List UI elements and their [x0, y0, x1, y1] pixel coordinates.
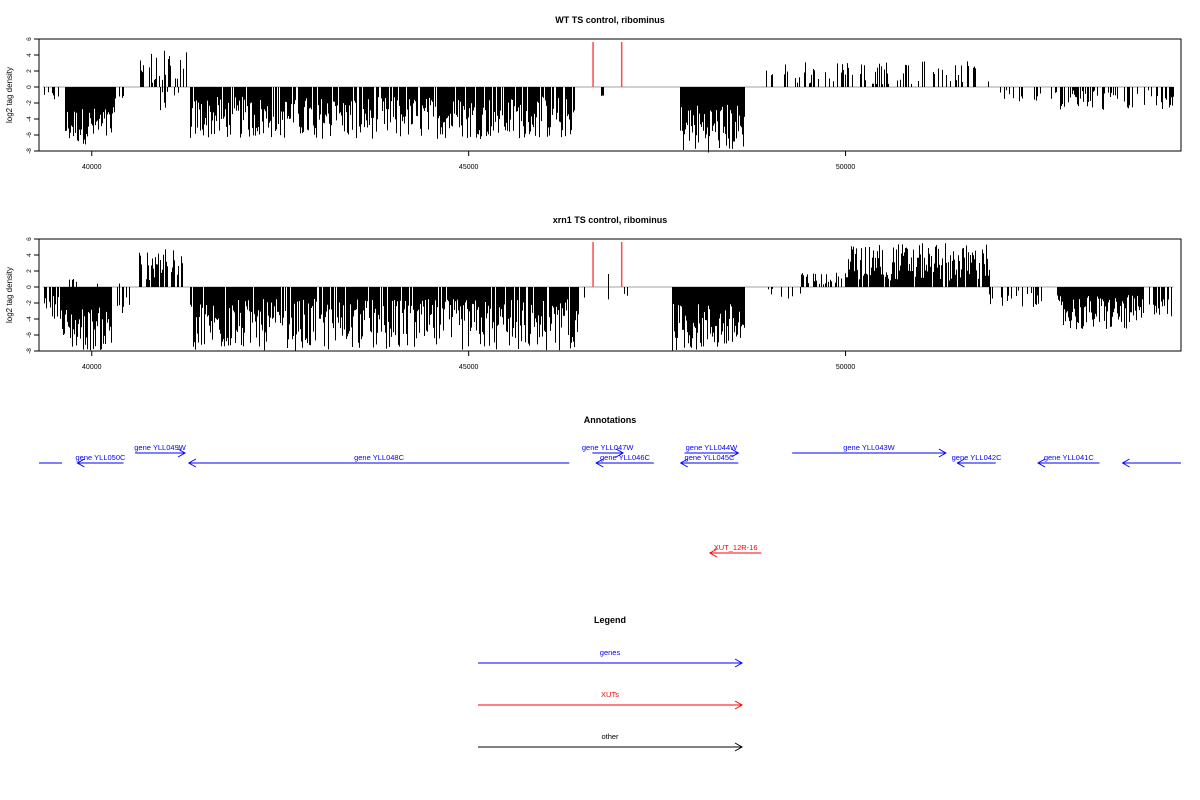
- annotation-gene-yll048c: gene YLL048C: [187, 453, 570, 468]
- xrn1-y-tick-label: -2: [26, 300, 33, 306]
- annotation-features: gene YLL050C gene YLL049W gene YLL048C gene…: [39, 443, 1181, 558]
- legend-arrowhead: [734, 658, 744, 668]
- legend-arrowhead: [734, 742, 744, 752]
- legend-entry-genes: genes: [478, 648, 744, 668]
- xrn1-bars: [44, 243, 1172, 351]
- legend-title: Legend: [594, 615, 626, 625]
- xrn1-y-axis: -8 -6 -4 -2 0 2 4 6: [26, 237, 39, 354]
- xrn1-plot-layer: -8 -6 -4 -2 0 2 4 6 40000 45000 50000: [26, 237, 1182, 371]
- annotation-gene-yll043w: gene YLL043W: [792, 443, 947, 458]
- wt-x-axis: 40000 45000 50000: [82, 151, 855, 171]
- wt-plot-layer: -8 -6 -4 -2 0 2 4 6 40000 45000 50000: [26, 37, 1182, 171]
- legend-label: XUTs: [601, 690, 619, 699]
- legend-label: genes: [600, 648, 621, 657]
- annotation-arrowhead: [708, 548, 718, 558]
- xrn1-y-tick-label: -8: [26, 348, 33, 354]
- xrn1-x-tick-label: 45000: [459, 364, 479, 371]
- annotation-arrowhead: [615, 448, 625, 458]
- annotation-gene-yll044w: gene YLL044W: [684, 443, 740, 458]
- wt-panel-title: WT TS control, ribominus: [555, 15, 665, 25]
- wt-plot-frame: [38, 38, 1182, 152]
- wt-y-tick-label: 6: [26, 37, 33, 41]
- legend-entry-xuts: XUTs: [478, 690, 744, 710]
- annotation-arrowhead: [1037, 458, 1046, 468]
- xrn1-y-tick-label: 6: [26, 237, 33, 241]
- xrn1-density-panel: xrn1 TS control, ribominus log2 tag dens…: [5, 215, 1182, 371]
- legend-label: other: [601, 732, 619, 741]
- annotation-label: XUT_12R-16: [714, 543, 758, 552]
- wt-x-tick-label: 40000: [82, 164, 102, 171]
- annotation-gene-yll049w: gene YLL049W: [134, 443, 187, 458]
- legend-entries: genes XUTs other: [478, 648, 744, 752]
- wt-y-tick-label: 4: [26, 53, 33, 57]
- annotation-gene-yll047w: gene YLL047W: [582, 443, 634, 458]
- annotation-arrowhead: [1121, 458, 1130, 468]
- xrn1-x-axis: 40000 45000 50000: [82, 351, 855, 371]
- wt-y-axis: -8 -6 -4 -2 0 2 4 6: [26, 37, 39, 154]
- wt-y-tick-label: -2: [26, 100, 33, 106]
- wt-x-tick-label: 50000: [836, 164, 856, 171]
- wt-y-tick-label: -8: [26, 148, 33, 154]
- wt-y-tick-label: 2: [26, 69, 33, 73]
- annotation-label: gene YLL049W: [134, 443, 186, 452]
- wt-density-panel: WT TS control, ribominus log2 tag densit…: [5, 15, 1182, 171]
- legend-entry-other: other: [478, 732, 744, 752]
- xrn1-y-tick-label: 4: [26, 253, 33, 257]
- xrn1-panel-title: xrn1 TS control, ribominus: [553, 215, 668, 225]
- annotation-label: gene YLL045C: [685, 453, 735, 462]
- annotation-label: gene YLL048C: [354, 453, 404, 462]
- annotation-arrowhead: [731, 448, 740, 458]
- annotation-arrowhead: [595, 458, 604, 468]
- xrn1-y-tick-label: 2: [26, 269, 33, 273]
- xrn1-y-tick-label: 0: [26, 285, 33, 289]
- annotation-label: gene YLL050C: [76, 453, 126, 462]
- annotation-label: gene YLL047W: [582, 443, 634, 452]
- annotation-arrowhead: [76, 458, 85, 468]
- annotation-gene-yll041c: gene YLL041C: [1037, 453, 1100, 468]
- annotation-gene-yll050c: gene YLL050C: [76, 453, 126, 468]
- xrn1-y-tick-label: -4: [26, 316, 33, 322]
- legend-arrowhead: [734, 700, 744, 710]
- annotation-label: gene YLL043W: [843, 443, 895, 452]
- annotation-feature: [1121, 458, 1181, 468]
- wt-x-tick-label: 45000: [459, 164, 479, 171]
- annotation-gene-yll046c: gene YLL046C: [595, 453, 654, 468]
- xrn1-y-tick-label: -6: [26, 332, 33, 338]
- annotation-arrowhead: [938, 448, 947, 458]
- annotation-gene-yll045c: gene YLL045C: [679, 453, 739, 468]
- annotation-arrowhead: [187, 458, 197, 468]
- annotation-label: gene YLL044W: [686, 443, 738, 452]
- wt-bars: [44, 50, 1174, 153]
- annotations-title: Annotations: [584, 415, 637, 425]
- xrn1-x-tick-label: 40000: [82, 364, 102, 371]
- wt-y-axis-label: log2 tag density: [5, 67, 14, 123]
- wt-y-tick-label: -4: [26, 116, 33, 122]
- xrn1-x-tick-label: 50000: [836, 364, 856, 371]
- annotation-label: gene YLL041C: [1044, 453, 1094, 462]
- xrn1-y-axis-label: log2 tag density: [5, 267, 14, 323]
- legend: Legend genes XUTs other: [478, 615, 744, 752]
- wt-y-tick-label: 0: [26, 85, 33, 89]
- wt-y-tick-label: -6: [26, 132, 33, 138]
- annotation-label: gene YLL046C: [600, 453, 650, 462]
- annotation-arrowhead: [177, 448, 187, 458]
- annotation-label: gene YLL042C: [952, 453, 1002, 462]
- annotation-gene-yll042c: gene YLL042C: [952, 453, 1002, 468]
- xrn1-plot-frame: [38, 238, 1182, 352]
- annotation-arrowhead: [956, 458, 965, 468]
- annotation-arrowhead: [679, 458, 688, 468]
- annotation-xut-12r-16: XUT_12R-16: [708, 543, 762, 558]
